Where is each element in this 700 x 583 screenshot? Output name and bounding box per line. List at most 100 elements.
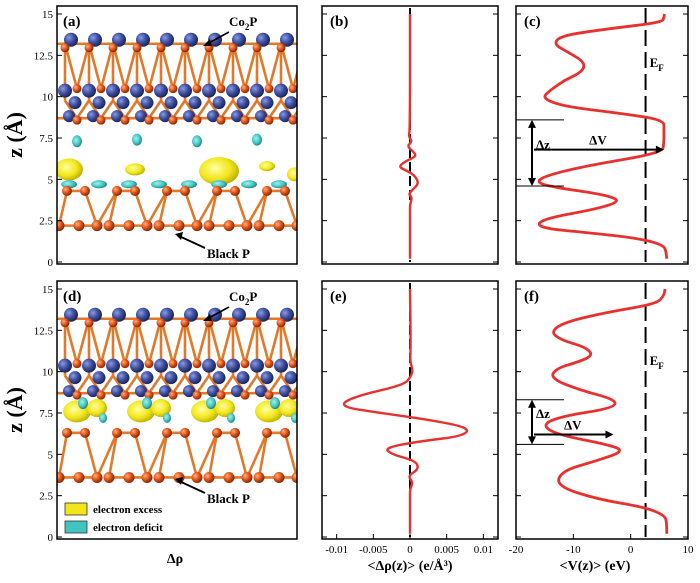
p-atom [144,115,154,125]
co2p-bond [135,99,151,119]
deficit-blob [271,180,287,189]
co-atom [232,307,246,322]
deficit-blob [99,412,107,423]
p-atom [108,43,118,53]
blackp-atom [62,427,72,438]
blackp-atom [80,427,90,438]
blackp-atom [180,427,190,438]
p-atom [96,359,106,369]
p-atom [276,43,286,53]
deficit-blob [61,180,77,189]
blackp-bond [183,190,199,227]
co-atom [183,385,195,398]
co2p-bond [195,99,211,119]
co2p-arrowhead-d [203,314,212,321]
deficit-blob [211,180,227,189]
co2p-arrowhead-a [203,39,212,46]
co-atom [87,110,99,123]
p-atom [276,318,286,328]
p-atom [120,390,130,400]
y-tick-label-a-1: 2.5 [39,216,53,228]
blackp-atom [241,220,253,232]
dz-arrowhead-bottom-f [528,436,536,445]
co-atom [226,358,240,373]
deficit-blob [241,180,257,189]
blackp-atom [203,471,215,483]
panel-frame-d [56,280,298,540]
structure-d [57,307,297,483]
structure-a [57,32,297,232]
co-atom [178,358,192,373]
co-atom [82,83,96,98]
p-atom [168,84,178,94]
p-atom [240,390,250,400]
p-atom [264,359,274,369]
p-atom [288,359,297,369]
co-atom [88,32,102,47]
blackp-label-a: Black P [207,246,250,261]
excess-blob [199,157,239,186]
p-atom [72,84,82,94]
co-atom [154,358,168,373]
co2p-bond [75,374,91,394]
blackp-bond [145,432,169,479]
co-atom [250,358,264,373]
co2p-bond [159,99,175,119]
x-tick-label-e-3: 0.005 [434,544,459,556]
co2p-bond [87,99,103,119]
co-atom [284,96,297,110]
co2p-bond [147,374,163,394]
dv-label-f: ΔV [564,417,582,432]
p-atom [216,84,226,94]
co-atom [58,83,72,98]
co-atom [140,371,154,385]
blackp-atom [91,471,103,483]
blackp-atom [112,185,122,196]
p-atom [240,115,250,125]
co-atom [63,110,75,123]
excess-blob [259,161,275,172]
excess-blob [279,399,297,418]
dz-label-c: Δz [536,137,550,152]
p-atom [216,390,226,400]
x-tick-label-f-3: 10 [683,544,695,556]
x-tick-label-f-1: -10 [566,544,581,556]
blackp-atom [130,185,140,196]
blackp-bond [283,190,297,227]
excess-blob [87,399,107,418]
blackp-bond [157,190,169,226]
p-atom [132,43,142,53]
blackp-atom [223,471,235,483]
blackp-atom [73,471,85,483]
blackp-atom [291,220,297,232]
co-atom [140,96,154,110]
co-atom [92,96,106,110]
co-atom [279,110,291,123]
p-atom [216,359,226,369]
co-atom [164,371,178,385]
deficit-blob [270,397,280,410]
co-atom [63,385,75,398]
blackp-bond [183,432,199,478]
co2p-bond [291,110,297,119]
co-atom [64,32,78,47]
co-atom [250,83,264,98]
co2p-bond [207,374,223,394]
blackp-atom [262,185,272,196]
blackp-bond [157,432,169,478]
panel-label-d: (d) [63,289,81,305]
blackp-atom [153,471,165,483]
p-atom [240,84,250,94]
co2p-bond [279,99,295,119]
co-atom [92,371,106,385]
potential-x-title: <V(z)> (eV) [560,559,631,574]
ef-label-f: EF [650,353,665,371]
p-atom [156,318,166,328]
co-atom [207,385,219,398]
blackp-bond [95,432,119,479]
co-atom [106,83,120,98]
blackp-bond [95,190,119,227]
deficit-blob [192,135,202,148]
co-atom [159,385,171,398]
deficit-blob [151,180,167,189]
